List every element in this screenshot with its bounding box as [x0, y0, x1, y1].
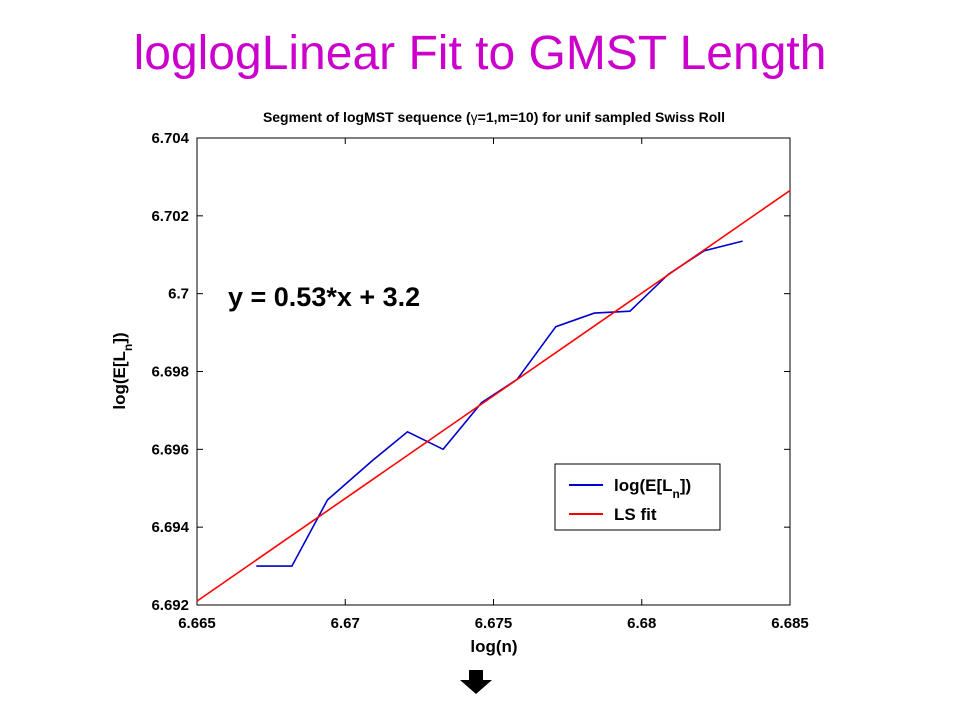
series-line-ls-fit: [196, 189, 791, 602]
x-axis: 6.665 6.67 6.675 6.68 6.685: [178, 138, 809, 632]
x-tick-label: 6.665: [178, 615, 216, 632]
x-tick-label: 6.685: [771, 615, 809, 632]
x-tick-label: 6.68: [627, 615, 656, 632]
y-tick-label: 6.698: [151, 364, 189, 381]
x-tick-label: 6.675: [475, 615, 513, 632]
y-tick-label: 6.696: [151, 441, 189, 458]
legend-label-series-1: LS fit: [614, 505, 657, 524]
legend-label-series-0: log(E[Ln]): [614, 476, 691, 501]
series-layer: [196, 189, 791, 602]
y-tick-label: 6.694: [151, 519, 189, 536]
y-axis: 6.692 6.694 6.696 6.698 6.7 6.702 6.704: [151, 130, 790, 614]
plot-area: [196, 137, 791, 606]
y-axis-label: log(E[Ln]): [110, 332, 135, 409]
y-tick-label: 6.702: [151, 208, 189, 225]
y-tick-label: 6.692: [151, 597, 189, 614]
down-arrow-icon[interactable]: [460, 670, 492, 699]
y-tick-label: 6.704: [151, 130, 189, 147]
slide-title: loglogLinear Fit to GMST Length: [133, 27, 827, 80]
x-axis-label: log(n): [470, 637, 517, 656]
y-tick-label: 6.7: [168, 286, 189, 303]
fit-equation-annotation: y = 0.53*x + 3.2: [228, 282, 420, 312]
chart-title: Segment of logMST sequence (γ=1,m=10) fo…: [263, 109, 725, 125]
legend: log(E[Ln]) LS fit: [554, 463, 721, 531]
x-tick-label: 6.67: [331, 615, 360, 632]
legend-box: [554, 463, 721, 531]
